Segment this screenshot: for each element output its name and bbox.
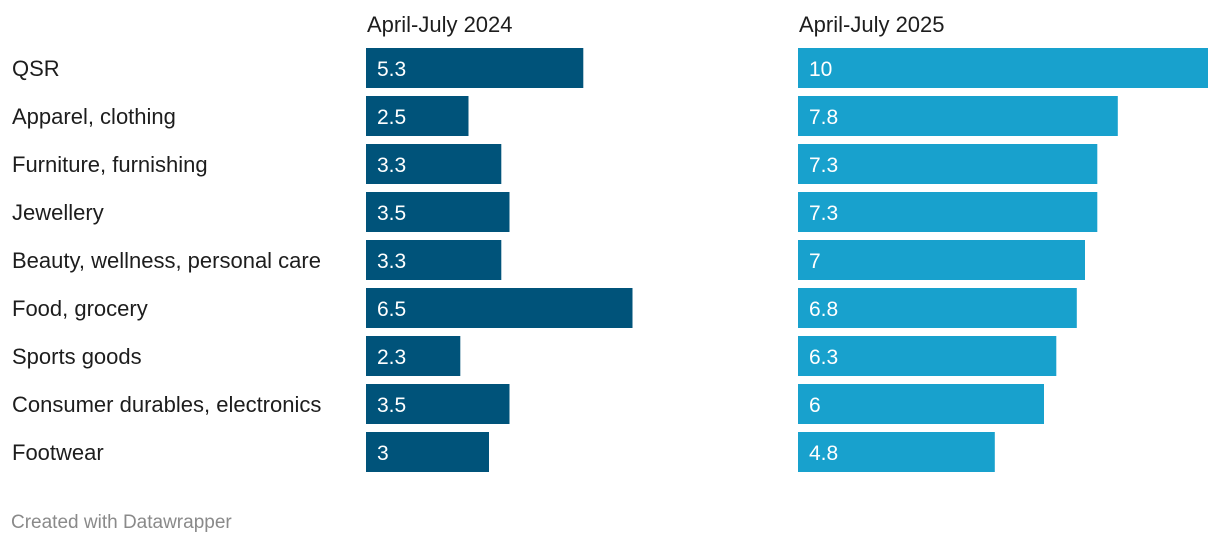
bar [366, 144, 502, 184]
bar-value-label: 3.3 [377, 154, 406, 177]
bar-value-label: 6.3 [809, 346, 838, 369]
category-label: QSR [12, 56, 60, 81]
bar [366, 432, 489, 472]
bar-value-label: 4.8 [809, 442, 838, 465]
bar [798, 384, 1044, 424]
series-title: April-July 2024 [367, 12, 513, 37]
bar-value-label: 7.8 [809, 106, 838, 129]
bar [798, 240, 1085, 280]
bar-value-label: 3.5 [377, 394, 406, 417]
bar [366, 240, 502, 280]
bar [366, 384, 510, 424]
bar [366, 336, 461, 376]
bar [798, 96, 1118, 136]
bar-value-label: 2.5 [377, 106, 406, 129]
bar-value-label: 6.8 [809, 298, 838, 321]
bar [366, 48, 584, 88]
bar [798, 48, 1208, 88]
category-label: Furniture, furnishing [12, 152, 208, 177]
bar [366, 288, 633, 328]
bar-value-label: 3 [377, 442, 389, 465]
category-label: Jewellery [12, 200, 104, 225]
bar-value-label: 3.5 [377, 202, 406, 225]
bar-chart: QSR Apparel, clothing Furniture, furnishin… [12, 12, 1208, 472]
category-label: Food, grocery [12, 296, 148, 321]
bar [798, 336, 1057, 376]
bar [366, 192, 510, 232]
bar [798, 432, 995, 472]
category-label: Apparel, clothing [12, 104, 176, 129]
bar-value-label: 6 [809, 394, 821, 417]
bar-value-label: 10 [809, 58, 832, 81]
bar-value-label: 7.3 [809, 202, 838, 225]
footer-credit: Created with Datawrapper [11, 512, 232, 533]
series-title: April-July 2025 [799, 12, 945, 37]
bar-value-label: 5.3 [377, 58, 406, 81]
bar [798, 144, 1098, 184]
bar [798, 288, 1077, 328]
bar [798, 192, 1098, 232]
bar-value-label: 3.3 [377, 250, 406, 273]
category-label: Footwear [12, 440, 104, 465]
category-label: Sports goods [12, 344, 142, 369]
bar [366, 96, 469, 136]
category-label: Consumer durables, electronics [12, 392, 321, 417]
bar-value-label: 2.3 [377, 346, 406, 369]
bar-value-label: 7.3 [809, 154, 838, 177]
category-label: Beauty, wellness, personal care [12, 248, 321, 273]
bar-value-label: 7 [809, 250, 821, 273]
bar-value-label: 6.5 [377, 298, 406, 321]
